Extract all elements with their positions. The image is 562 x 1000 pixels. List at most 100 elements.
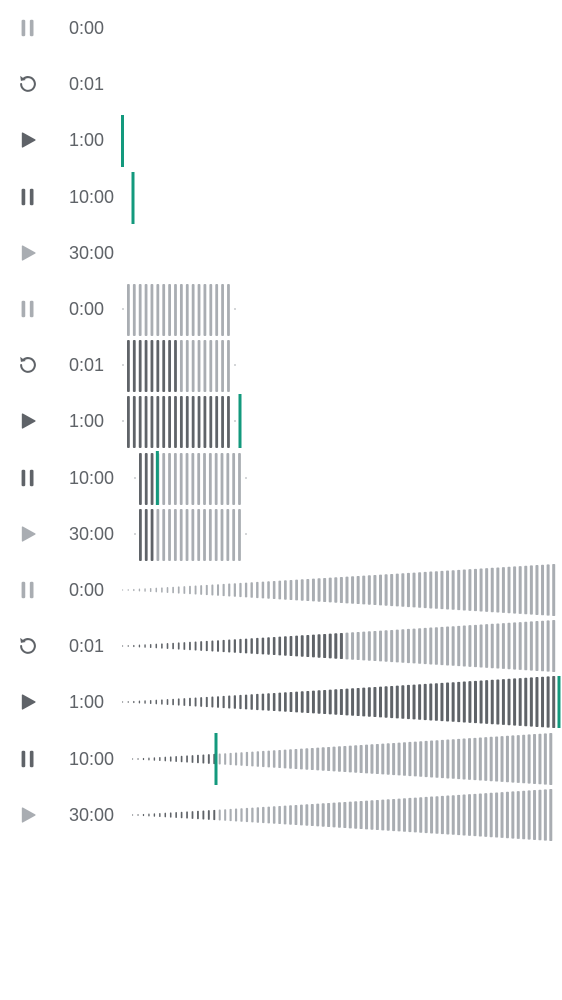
waveform-bar <box>513 622 517 670</box>
waveform-bar <box>173 509 177 561</box>
play-button[interactable] <box>12 799 44 831</box>
play-button[interactable] <box>12 686 44 718</box>
waveform-bar <box>356 687 360 717</box>
pause-button[interactable] <box>12 462 44 494</box>
playhead-cursor[interactable] <box>214 733 218 785</box>
playhead-cursor[interactable] <box>131 172 135 224</box>
waveform-bar <box>351 576 355 604</box>
waveform-bar <box>328 577 332 603</box>
playhead-cursor[interactable] <box>121 115 124 167</box>
waveform-bar <box>155 643 158 649</box>
play-button[interactable] <box>12 518 44 550</box>
waveform-scrubber[interactable] <box>0 225 562 281</box>
waveform-bar <box>535 621 539 671</box>
playhead-cursor[interactable] <box>155 451 159 505</box>
waveform-scrubber[interactable] <box>0 618 562 674</box>
waveform-bar <box>381 743 385 775</box>
waveform-bar <box>535 677 539 727</box>
waveform-scrubber[interactable] <box>0 281 562 337</box>
waveform-bar <box>197 754 199 764</box>
time-label: 30:00 <box>69 524 115 544</box>
waveform-scrubber[interactable] <box>0 450 562 506</box>
waveform-scrubber[interactable] <box>0 56 562 112</box>
waveform-bar <box>150 340 154 392</box>
waveform-bar <box>373 686 377 718</box>
waveform-scrubber[interactable] <box>0 562 562 618</box>
waveform-scrubber[interactable] <box>0 393 562 449</box>
waveform-scrubber[interactable] <box>0 674 562 730</box>
waveform-bar <box>295 691 298 713</box>
waveform-scrubber[interactable] <box>0 506 562 562</box>
waveform-bar <box>489 792 493 838</box>
waveform-scrubber[interactable] <box>0 169 562 225</box>
waveform-scrubber[interactable] <box>0 0 562 56</box>
playhead-cursor[interactable] <box>557 676 561 728</box>
waveform-bar <box>343 801 347 829</box>
waveform-scrubber[interactable] <box>0 337 562 393</box>
waveform-bar <box>328 633 332 659</box>
waveform-bar <box>533 790 537 840</box>
pause-button[interactable] <box>12 293 44 325</box>
time-label: 1:00 <box>69 411 105 431</box>
waveform-bar <box>191 811 194 819</box>
waveform-bar <box>524 677 528 727</box>
waveform-bar <box>149 699 152 705</box>
pause-button[interactable] <box>12 12 44 44</box>
waveform-bar <box>516 791 520 839</box>
waveform-bar <box>197 340 201 392</box>
waveform-scrubber[interactable] <box>0 112 562 168</box>
waveform-bar <box>283 749 287 769</box>
waveform-bar <box>362 687 366 717</box>
waveform-bar <box>334 577 338 603</box>
waveform-bar <box>549 733 553 785</box>
replay-icon <box>17 354 39 376</box>
waveform-bar <box>153 813 156 817</box>
waveform-bar <box>283 805 287 825</box>
waveform-bar <box>203 340 207 392</box>
waveform-bar <box>197 396 201 448</box>
waveform-bar <box>177 586 180 594</box>
waveform-bar <box>516 735 520 783</box>
waveform-bar <box>413 741 417 777</box>
play-button[interactable] <box>12 237 44 269</box>
pause-button[interactable] <box>12 743 44 775</box>
waveform-bar <box>222 583 225 597</box>
waveform-bar <box>144 509 148 561</box>
waveform-bar <box>392 742 396 776</box>
waveform-bar <box>408 741 412 777</box>
waveform-bar <box>402 798 406 832</box>
waveform-bar <box>197 453 201 505</box>
waveform-bar <box>351 688 355 716</box>
waveform-bar <box>500 736 504 782</box>
waveform-bar <box>384 574 388 606</box>
play-button[interactable] <box>12 405 44 437</box>
waveform-bar <box>332 802 336 828</box>
waveform-bar <box>424 740 428 778</box>
replay-button[interactable] <box>12 68 44 100</box>
pause-button[interactable] <box>12 181 44 213</box>
waveform-bar <box>529 565 533 615</box>
waveform-bar <box>401 629 405 663</box>
waveform-bar <box>144 340 148 392</box>
waveform-bar <box>214 453 218 505</box>
play-button[interactable] <box>12 124 44 156</box>
waveform-scrubber[interactable] <box>0 731 562 787</box>
waveform-bar <box>440 570 444 610</box>
pause-button[interactable] <box>12 574 44 606</box>
player-row: 30:00 <box>0 506 562 562</box>
waveform-scrubber[interactable] <box>0 787 562 843</box>
waveform-bar <box>402 742 406 776</box>
replay-button[interactable] <box>12 349 44 381</box>
waveform-bar <box>156 284 160 336</box>
waveform-bar <box>541 564 545 616</box>
time-label: 0:01 <box>69 355 105 375</box>
replay-button[interactable] <box>12 630 44 662</box>
waveform-bar <box>250 582 253 598</box>
playhead-cursor[interactable] <box>238 394 242 448</box>
waveform-bar <box>183 698 186 706</box>
waveform-bar <box>267 581 270 599</box>
waveform-bar <box>496 567 500 613</box>
play-icon <box>17 523 39 545</box>
waveform-bar <box>473 793 477 837</box>
waveform-bar <box>240 808 243 822</box>
